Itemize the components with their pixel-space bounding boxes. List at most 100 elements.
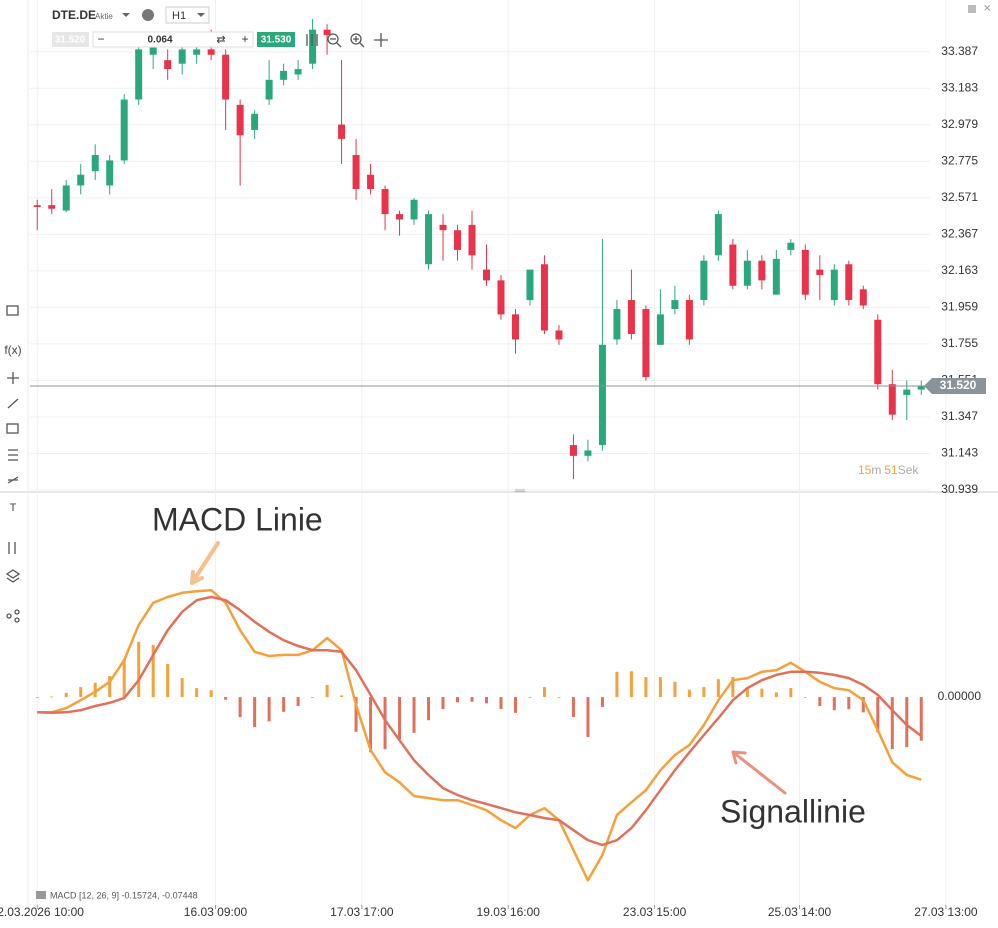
y-tick-label: 31.959 [941, 300, 978, 314]
histogram-bar [180, 678, 184, 698]
x-tick-label: 12.03.2026 10:00 [0, 905, 84, 919]
bid: 31.520 [55, 35, 86, 46]
candle-body [251, 113, 259, 130]
text-tool[interactable]: T [10, 502, 17, 514]
histogram-bar [325, 684, 329, 698]
asset-kind: Aktie [95, 12, 113, 21]
candle-body [77, 174, 85, 186]
info-icon[interactable] [142, 9, 154, 21]
histogram-bar [600, 697, 604, 708]
candle-body [468, 224, 476, 256]
candle-body [294, 69, 302, 75]
histogram-bar [470, 697, 474, 702]
histogram-bar [861, 697, 865, 713]
histogram-bar [818, 697, 822, 707]
bid-box[interactable] [52, 32, 89, 47]
y-tick-label: 31.143 [941, 446, 978, 460]
histogram-bar [513, 697, 517, 713]
candle-body [178, 49, 186, 64]
function-tool[interactable]: f(x) [4, 343, 21, 357]
histogram-bar [79, 687, 83, 698]
candle-body [62, 185, 70, 211]
seconds: 51 [884, 463, 898, 477]
left-toolbar[interactable] [5, 305, 21, 623]
candle-body [193, 49, 201, 55]
histogram-bar [789, 688, 793, 698]
y-tick-label: 30.939 [941, 482, 978, 496]
candle-body [265, 79, 273, 100]
candle-body [729, 244, 737, 286]
histogram-bar [383, 697, 387, 750]
candle-body [613, 309, 621, 340]
histogram-bar [803, 697, 807, 698]
interval-dropdown [197, 13, 205, 17]
histogram-bar [369, 697, 373, 753]
last-price-box [924, 377, 986, 394]
minus[interactable]: − [97, 32, 104, 46]
marks [30, 18, 930, 882]
histogram-bar [238, 697, 242, 718]
histogram-bar [687, 689, 691, 698]
annotation: MACD Linie [152, 501, 323, 537]
candle-body [627, 300, 635, 335]
signal-arrow [731, 750, 787, 795]
candle-body [598, 344, 606, 446]
histogram-bar [50, 696, 54, 698]
candle-body [381, 189, 389, 215]
candle-body [758, 260, 766, 281]
candle-body [772, 258, 780, 295]
candle-body [323, 29, 331, 36]
histogram-bar [658, 677, 662, 698]
y-tick-label: 0.00000 [938, 689, 982, 703]
interval-box[interactable] [165, 6, 210, 24]
histogram-bar [253, 697, 257, 728]
plus[interactable]: + [241, 32, 248, 46]
histogram-bar [745, 687, 749, 698]
histogram-bar [209, 690, 213, 698]
histogram-bar [441, 697, 445, 710]
histogram-bar [731, 677, 735, 698]
histogram-bar [586, 697, 590, 738]
x-tick-label: 19.03 16:00 [477, 905, 541, 919]
candle-body [135, 49, 143, 100]
minutes: 15 [858, 463, 872, 477]
order-box[interactable] [92, 31, 254, 48]
candle-body [526, 269, 534, 301]
histogram-bar [499, 697, 503, 710]
symbol[interactable]: DTE.DE [52, 8, 96, 22]
histogram-bar [485, 697, 488, 704]
histogram-bar [282, 697, 286, 712]
symbol-dropdown[interactable] [122, 13, 130, 17]
candle-body [903, 389, 911, 395]
histogram-bar [774, 692, 778, 698]
ask-box[interactable] [257, 32, 295, 47]
candle-body [454, 230, 462, 250]
maximize[interactable] [968, 5, 976, 13]
histogram-bar [832, 697, 836, 711]
histogram-bar [427, 697, 431, 721]
candle-body [48, 205, 56, 209]
last-price-label: 31.520 [940, 378, 977, 392]
histogram-bar [398, 697, 402, 740]
close[interactable]: ✕ [983, 4, 991, 15]
swap-icon[interactable]: ⇄ [216, 34, 225, 46]
histogram-bar [122, 659, 126, 698]
indicator-icon[interactable] [36, 891, 46, 899]
chart-tools[interactable] [306, 33, 388, 48]
histogram-bar [267, 697, 271, 722]
y-tick-label: 31.755 [941, 336, 978, 350]
candle-body [555, 330, 563, 340]
candle-body [830, 269, 838, 301]
candle-body [91, 155, 99, 172]
candle-body [164, 60, 172, 70]
histogram-bar [412, 697, 416, 733]
histogram-bar [64, 692, 68, 698]
histogram-bar [629, 671, 633, 698]
histogram-bar [93, 682, 97, 698]
candle-body [222, 54, 230, 100]
histogram-bar [542, 687, 546, 698]
histogram-bar [557, 697, 561, 698]
candle-body [801, 249, 809, 295]
candle-body [33, 205, 41, 207]
